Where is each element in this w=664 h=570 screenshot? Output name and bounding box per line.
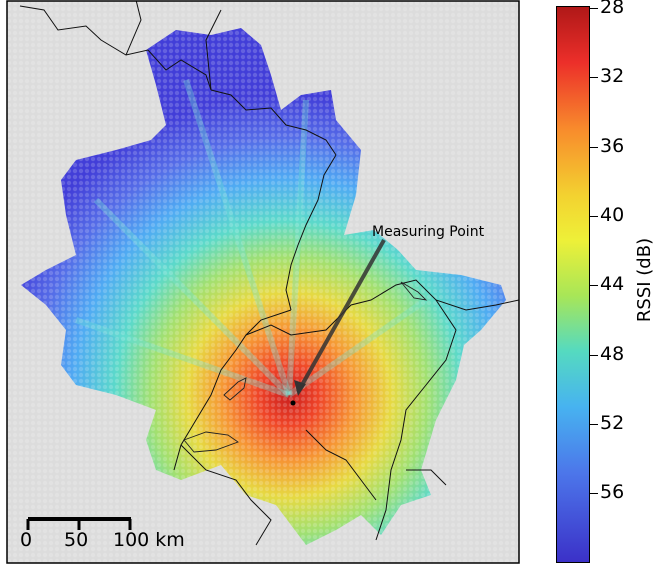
colorbar-tick-label: 36 — [600, 135, 625, 157]
colorbar-tick — [590, 147, 598, 148]
annotation-arrow — [296, 239, 386, 393]
map-panel: Measuring Point 0 50 100 km — [6, 0, 520, 564]
arrow-head — [294, 380, 306, 396]
colorbar-tick-label: 32 — [600, 65, 625, 87]
colorbar-tick-label: 56 — [600, 481, 625, 503]
country-borders — [19, 1, 519, 546]
colorbar-tick — [590, 285, 598, 286]
colorbar-tick-label: 44 — [600, 273, 625, 295]
colorbar-tick — [590, 8, 598, 9]
colorbar — [556, 6, 590, 563]
measuring-point-label: Measuring Point — [372, 224, 485, 240]
colorbar-tick — [590, 77, 598, 78]
colorbar-tick-label: 28 — [600, 0, 625, 18]
scale-label-0: 0 — [20, 529, 32, 551]
colorbar-tick-label: 40 — [600, 204, 625, 226]
lakes — [183, 281, 428, 453]
colorbar-gradient — [557, 7, 589, 562]
colorbar-tick-label: 48 — [600, 343, 625, 365]
scale-label-50: 50 — [64, 529, 88, 551]
colorbar-tick — [590, 216, 598, 217]
colorbar-tick — [590, 355, 598, 356]
scale-bar: 0 50 100 km — [20, 517, 185, 551]
scale-label-100: 100 km — [113, 529, 185, 551]
colorbar-tick-label: 52 — [600, 412, 625, 434]
measuring-point-marker — [290, 400, 296, 406]
colorbar-tick — [590, 493, 598, 494]
colorbar-tick — [590, 424, 598, 425]
colorbar-title: RSSI (dB) — [634, 237, 655, 323]
hex-texture — [7, 1, 519, 563]
map-frame — [6, 0, 520, 564]
